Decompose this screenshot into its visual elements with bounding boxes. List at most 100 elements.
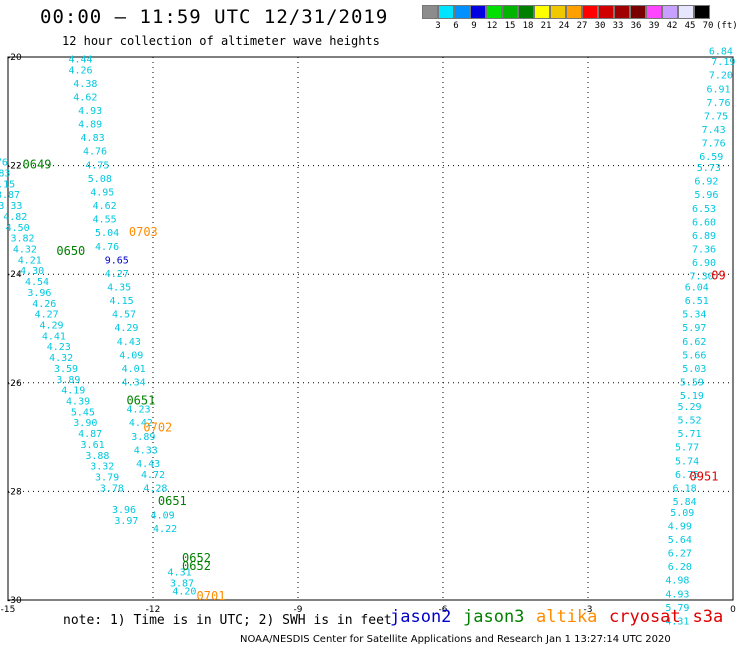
wave-height-value: 3.87 xyxy=(170,578,194,589)
scale-swatch xyxy=(486,5,502,19)
wave-height-value: 3.33 xyxy=(0,201,22,212)
x-tick-label: -15 xyxy=(1,605,16,615)
wave-height-value: 3.32 xyxy=(90,462,114,473)
wave-height-value: 7.36 xyxy=(692,244,716,255)
wave-height-value: 4.09 xyxy=(151,511,175,522)
credit-line: NOAA/NESDIS Center for Satellite Applica… xyxy=(240,634,671,645)
wave-height-value: 4.30 xyxy=(20,266,44,277)
wave-height-value: 4.44 xyxy=(68,54,92,65)
wave-height-value: 5.96 xyxy=(694,190,718,201)
scale-swatch xyxy=(518,5,534,19)
legend-cryosat: cryosat xyxy=(609,607,681,627)
wave-height-value: 3.88 xyxy=(85,451,109,462)
scale-label: 21 xyxy=(540,21,552,31)
scale-label: (ft) xyxy=(716,21,738,31)
wave-height-value: 5.74 xyxy=(675,456,699,467)
wave-height-value: 6.53 xyxy=(692,204,716,215)
wave-height-value: 4.62 xyxy=(73,92,97,103)
wave-height-value: 7.30 xyxy=(690,272,714,283)
wave-height-value: 4.82 xyxy=(3,212,27,223)
wave-height-value: 4.15 xyxy=(110,296,134,307)
wave-height-value: 3.61 xyxy=(81,440,105,451)
wave-height-value: 3.97 xyxy=(114,516,138,527)
scale-swatch xyxy=(694,5,710,19)
wave-height-value: 3.90 xyxy=(73,418,97,429)
wave-height-value: 6.18 xyxy=(673,483,697,494)
wave-height-value: 3.82 xyxy=(10,234,34,245)
scale-swatch xyxy=(566,5,582,19)
x-tick-label: -9 xyxy=(294,605,303,615)
wave-height-value: 4.29 xyxy=(114,323,138,334)
wave-height-value: 9.65 xyxy=(105,255,129,266)
map-frame xyxy=(7,56,734,601)
scale-label: 70 xyxy=(702,21,714,31)
track-time-label: 0652 xyxy=(182,559,211,573)
wave-height-value: 6.60 xyxy=(692,217,716,228)
wave-height-value: 5.03 xyxy=(682,364,706,375)
wave-height-value: 4.62 xyxy=(93,201,117,212)
wave-height-value: 6.51 xyxy=(685,296,709,307)
scale-swatch xyxy=(646,5,662,19)
wave-height-value: 3.83 xyxy=(0,168,10,179)
wave-height-value: 4.22 xyxy=(153,524,177,535)
track-time-label: 0652 xyxy=(182,551,211,565)
wave-height-value: 4.43 xyxy=(117,337,141,348)
y-tick-label: -26 xyxy=(7,379,22,389)
track-time-label: 09 xyxy=(711,269,725,283)
wave-height-value: 4.55 xyxy=(93,215,117,226)
wave-height-value: 3.96 xyxy=(112,505,136,516)
wave-height-value: 5.19 xyxy=(680,391,704,402)
scale-swatch xyxy=(534,5,550,19)
y-tick-label: -30 xyxy=(7,596,22,606)
wave-height-value: 5.73 xyxy=(697,163,721,174)
wave-height-value: 4.89 xyxy=(78,120,102,131)
wave-height-value: 6.92 xyxy=(694,177,718,188)
wave-height-value: 6.89 xyxy=(692,231,716,242)
wave-height-value: 5.64 xyxy=(668,535,692,546)
wave-height-value: 5.77 xyxy=(675,443,699,454)
wave-height-value: 6.04 xyxy=(685,282,709,293)
track-time-label: 0702 xyxy=(143,421,172,435)
x-tick-label: -3 xyxy=(584,605,593,615)
wave-height-value: 3.89 xyxy=(56,375,80,386)
wave-height-value: 5.71 xyxy=(677,429,701,440)
wave-height-value: 4.72 xyxy=(141,470,165,481)
wave-height-value: 4.33 xyxy=(134,445,158,456)
wave-height-value: 4.23 xyxy=(47,342,71,353)
scale-swatch xyxy=(582,5,598,19)
scale-label: 18 xyxy=(522,21,534,31)
y-tick-label: -20 xyxy=(7,53,22,63)
wave-height-value: 4.50 xyxy=(6,223,30,234)
color-scale-labels: 3 6 9 12 15 18 21 24 27 30 33 36 39 42 45 70 (ft) xyxy=(422,21,740,35)
wave-height-value: 4.95 xyxy=(90,187,114,198)
wave-height-value: 4.32 xyxy=(13,244,37,255)
wave-height-value: 5.08 xyxy=(88,174,112,185)
track-time-label: 0650 xyxy=(56,244,85,258)
scale-label: 9 xyxy=(471,21,477,31)
wave-height-value: 3.96 xyxy=(27,288,51,299)
wave-height-value: 4.93 xyxy=(665,589,689,600)
wave-height-value: 6.75 xyxy=(675,470,699,481)
track-time-label: 0951 xyxy=(690,470,719,484)
wave-height-value: 4.57 xyxy=(112,310,136,321)
footnote: note: 1) Time is in UTC; 2) SWH is in fe… xyxy=(63,613,392,628)
wave-height-value: 4.09 xyxy=(119,350,143,361)
wave-height-value: 4.43 xyxy=(136,459,160,470)
wave-height-value: 4.15 xyxy=(0,179,15,190)
wave-height-value: 4.27 xyxy=(105,269,129,280)
scale-label: 36 xyxy=(630,21,642,31)
track-time-label: 0651 xyxy=(126,394,155,408)
wave-height-value: 3.79 xyxy=(95,473,119,484)
scale-label: 24 xyxy=(558,21,570,31)
scale-swatch xyxy=(598,5,614,19)
wave-height-value: 6.59 xyxy=(699,152,723,163)
track-time-label: 0651 xyxy=(158,494,187,508)
wave-height-value: 4.76 xyxy=(95,242,119,253)
wave-height-value: 7.76 xyxy=(702,139,726,150)
legend-altika: altika xyxy=(536,607,598,627)
legend-jason3: jason3 xyxy=(463,607,525,627)
wave-height-value: 4.01 xyxy=(122,364,146,375)
wave-height-value: 4.87 xyxy=(78,429,102,440)
scale-label: 45 xyxy=(684,21,696,31)
scale-swatch xyxy=(502,5,518,19)
